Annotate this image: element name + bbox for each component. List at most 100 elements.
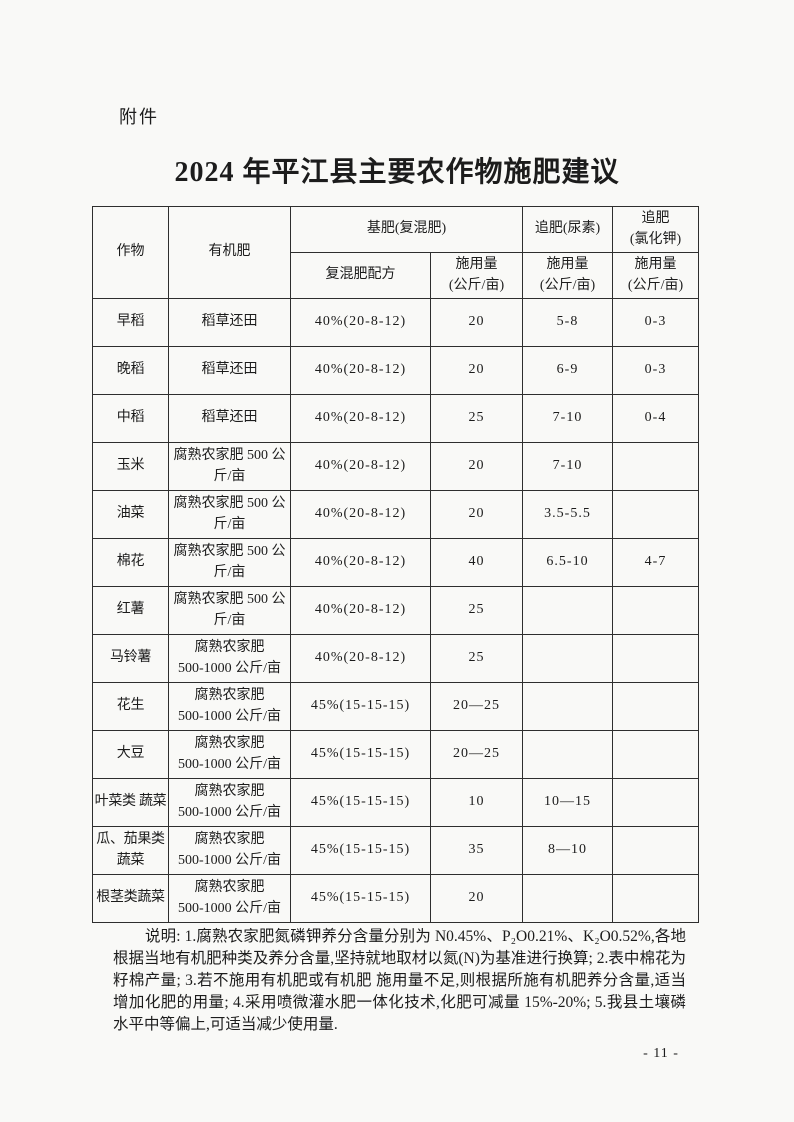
cell-formula: 45%(15-15-15) <box>290 778 431 827</box>
cell-formula: 45%(15-15-15) <box>290 682 431 731</box>
table-body: 早稻 稻草还田 40%(20-8-12) 20 5-8 0-3 晚稻 稻草还田 40%(20-8… <box>92 298 700 923</box>
cell-formula: 40%(20-8-12) <box>290 442 431 491</box>
cell-urea-amount: 6.5-10 <box>522 538 614 587</box>
table-row: 中稻 稻草还田 40%(20-8-12) 25 7-10 0-4 <box>92 394 700 443</box>
cell-kcl-amount <box>612 778 700 827</box>
cell-base-amount: 20 <box>429 346 524 395</box>
table-row: 大豆 腐熟农家肥 500-1000 公斤/亩 45%(15-15-15) 20—25 <box>92 730 700 779</box>
table-row: 马铃薯 腐熟农家肥 500-1000 公斤/亩 40%(20-8-12) 25 <box>92 634 700 683</box>
cell-organic: 腐熟农家肥 500-1000 公斤/亩 <box>168 826 291 875</box>
cell-organic: 腐熟农家肥 500 公 斤/亩 <box>168 586 291 635</box>
header-urea-amount: 施用量 (公斤/亩) <box>522 252 614 299</box>
page-number: - 11 - <box>643 1046 679 1061</box>
header-base-amount: 施用量 (公斤/亩) <box>429 252 524 299</box>
table-row: 玉米 腐熟农家肥 500 公 斤/亩 40%(20-8-12) 20 7-10 <box>92 442 700 491</box>
cell-kcl-amount <box>612 586 700 635</box>
cell-kcl-amount: 0-4 <box>612 394 700 443</box>
header-row-groups: 作物 有机肥 基肥(复混肥) 追肥(尿素) 追肥 (氯化钾) <box>92 206 700 299</box>
cell-base-amount: 25 <box>429 586 524 635</box>
cell-organic: 稻草还田 <box>168 298 291 347</box>
cell-kcl-amount <box>612 682 700 731</box>
table-row: 叶菜类 蔬菜 腐熟农家肥 500-1000 公斤/亩 45%(15-15-15) 10… <box>92 778 700 827</box>
cell-crop: 花生 <box>92 682 169 731</box>
table-header: 作物 有机肥 基肥(复混肥) 追肥(尿素) 追肥 (氯化钾) 复混肥配方 施用量… <box>92 206 700 299</box>
cell-formula: 45%(15-15-15) <box>290 826 431 875</box>
page-title: 2024 年平江县主要农作物施肥建议 <box>174 157 620 188</box>
cell-base-amount: 25 <box>429 394 524 443</box>
cell-urea-amount: 3.5-5.5 <box>522 490 614 539</box>
cell-formula: 45%(15-15-15) <box>290 874 431 923</box>
cell-base-amount: 35 <box>429 826 524 875</box>
cell-urea-amount <box>522 682 614 731</box>
cell-organic: 稻草还田 <box>168 346 291 395</box>
cell-urea-amount: 10—15 <box>522 778 614 827</box>
cell-organic: 腐熟农家肥 500 公 斤/亩 <box>168 442 291 491</box>
cell-urea-amount <box>522 874 614 923</box>
cell-kcl-amount <box>612 442 700 491</box>
cell-kcl-amount: 4-7 <box>612 538 700 587</box>
cell-urea-amount: 5-8 <box>522 298 614 347</box>
cell-urea-amount: 7-10 <box>522 394 614 443</box>
cell-kcl-amount: 0-3 <box>612 298 700 347</box>
attachment-label: 附件 <box>119 107 159 127</box>
cell-formula: 40%(20-8-12) <box>290 634 431 683</box>
header-organic: 有机肥 <box>168 206 291 299</box>
cell-kcl-amount <box>612 730 700 779</box>
cell-crop: 大豆 <box>92 730 169 779</box>
cell-crop: 瓜、茄果类 蔬菜 <box>92 826 169 875</box>
cell-kcl-amount <box>612 826 700 875</box>
cell-formula: 40%(20-8-12) <box>290 394 431 443</box>
cell-crop: 中稻 <box>92 394 169 443</box>
cell-formula: 40%(20-8-12) <box>290 586 431 635</box>
cell-organic: 腐熟农家肥 500-1000 公斤/亩 <box>168 874 291 923</box>
header-base-formula: 复混肥配方 <box>290 252 431 299</box>
table-row: 红薯 腐熟农家肥 500 公 斤/亩 40%(20-8-12) 25 <box>92 586 700 635</box>
table-row: 晚稻 稻草还田 40%(20-8-12) 20 6-9 0-3 <box>92 346 700 395</box>
table-row: 瓜、茄果类 蔬菜 腐熟农家肥 500-1000 公斤/亩 45%(15-15-15)… <box>92 826 700 875</box>
cell-crop: 叶菜类 蔬菜 <box>92 778 169 827</box>
cell-urea-amount <box>522 586 614 635</box>
header-base-group: 基肥(复混肥) <box>289 206 524 253</box>
cell-organic: 腐熟农家肥 500-1000 公斤/亩 <box>168 778 291 827</box>
table-row: 油菜 腐熟农家肥 500 公 斤/亩 40%(20-8-12) 20 3.5-5.5 <box>92 490 700 539</box>
cell-organic: 腐熟农家肥 500 公 斤/亩 <box>168 538 291 587</box>
cell-base-amount: 25 <box>429 634 524 683</box>
cell-organic: 腐熟农家肥 500-1000 公斤/亩 <box>168 634 291 683</box>
header-row-sub: 复混肥配方 施用量 (公斤/亩) 施用量 (公斤/亩) 施用量 (公斤/亩) <box>93 252 700 299</box>
cell-formula: 40%(20-8-12) <box>290 490 431 539</box>
cell-base-amount: 40 <box>429 538 524 587</box>
header-kcl-amount: 施用量 (公斤/亩) <box>612 252 700 299</box>
cell-base-amount: 20—25 <box>429 730 524 779</box>
cell-organic: 腐熟农家肥 500-1000 公斤/亩 <box>168 682 291 731</box>
cell-organic: 腐熟农家肥 500 公 斤/亩 <box>168 490 291 539</box>
cell-base-amount: 20—25 <box>429 682 524 731</box>
cell-formula: 40%(20-8-12) <box>290 538 431 587</box>
cell-urea-amount <box>522 730 614 779</box>
cell-base-amount: 20 <box>429 442 524 491</box>
cell-base-amount: 10 <box>429 778 524 827</box>
cell-formula: 40%(20-8-12) <box>290 298 431 347</box>
cell-crop: 晚稻 <box>92 346 169 395</box>
cell-base-amount: 20 <box>429 490 524 539</box>
cell-kcl-amount <box>612 490 700 539</box>
cell-kcl-amount: 0-3 <box>612 346 700 395</box>
table-row: 花生 腐熟农家肥 500-1000 公斤/亩 45%(15-15-15) 20—25 <box>92 682 700 731</box>
cell-formula: 45%(15-15-15) <box>290 730 431 779</box>
cell-urea-amount: 6-9 <box>522 346 614 395</box>
fertilizer-table: 作物 有机肥 基肥(复混肥) 追肥(尿素) 追肥 (氯化钾) 复混肥配方 施用量… <box>92 206 700 923</box>
cell-formula: 40%(20-8-12) <box>290 346 431 395</box>
cell-crop: 早稻 <box>92 298 169 347</box>
cell-crop: 红薯 <box>92 586 169 635</box>
cell-urea-amount <box>522 634 614 683</box>
cell-crop: 玉米 <box>92 442 169 491</box>
cell-urea-amount: 8—10 <box>522 826 614 875</box>
table-row: 根茎类蔬菜 腐熟农家肥 500-1000 公斤/亩 45%(15-15-15) 20 <box>92 874 700 923</box>
cell-base-amount: 20 <box>429 298 524 347</box>
table-row: 棉花 腐熟农家肥 500 公 斤/亩 40%(20-8-12) 40 6.5-10 4-7 <box>92 538 700 587</box>
cell-base-amount: 20 <box>429 874 524 923</box>
cell-organic: 稻草还田 <box>168 394 291 443</box>
header-urea-group: 追肥(尿素) <box>522 206 614 253</box>
cell-crop: 棉花 <box>92 538 169 587</box>
cell-kcl-amount <box>612 634 700 683</box>
